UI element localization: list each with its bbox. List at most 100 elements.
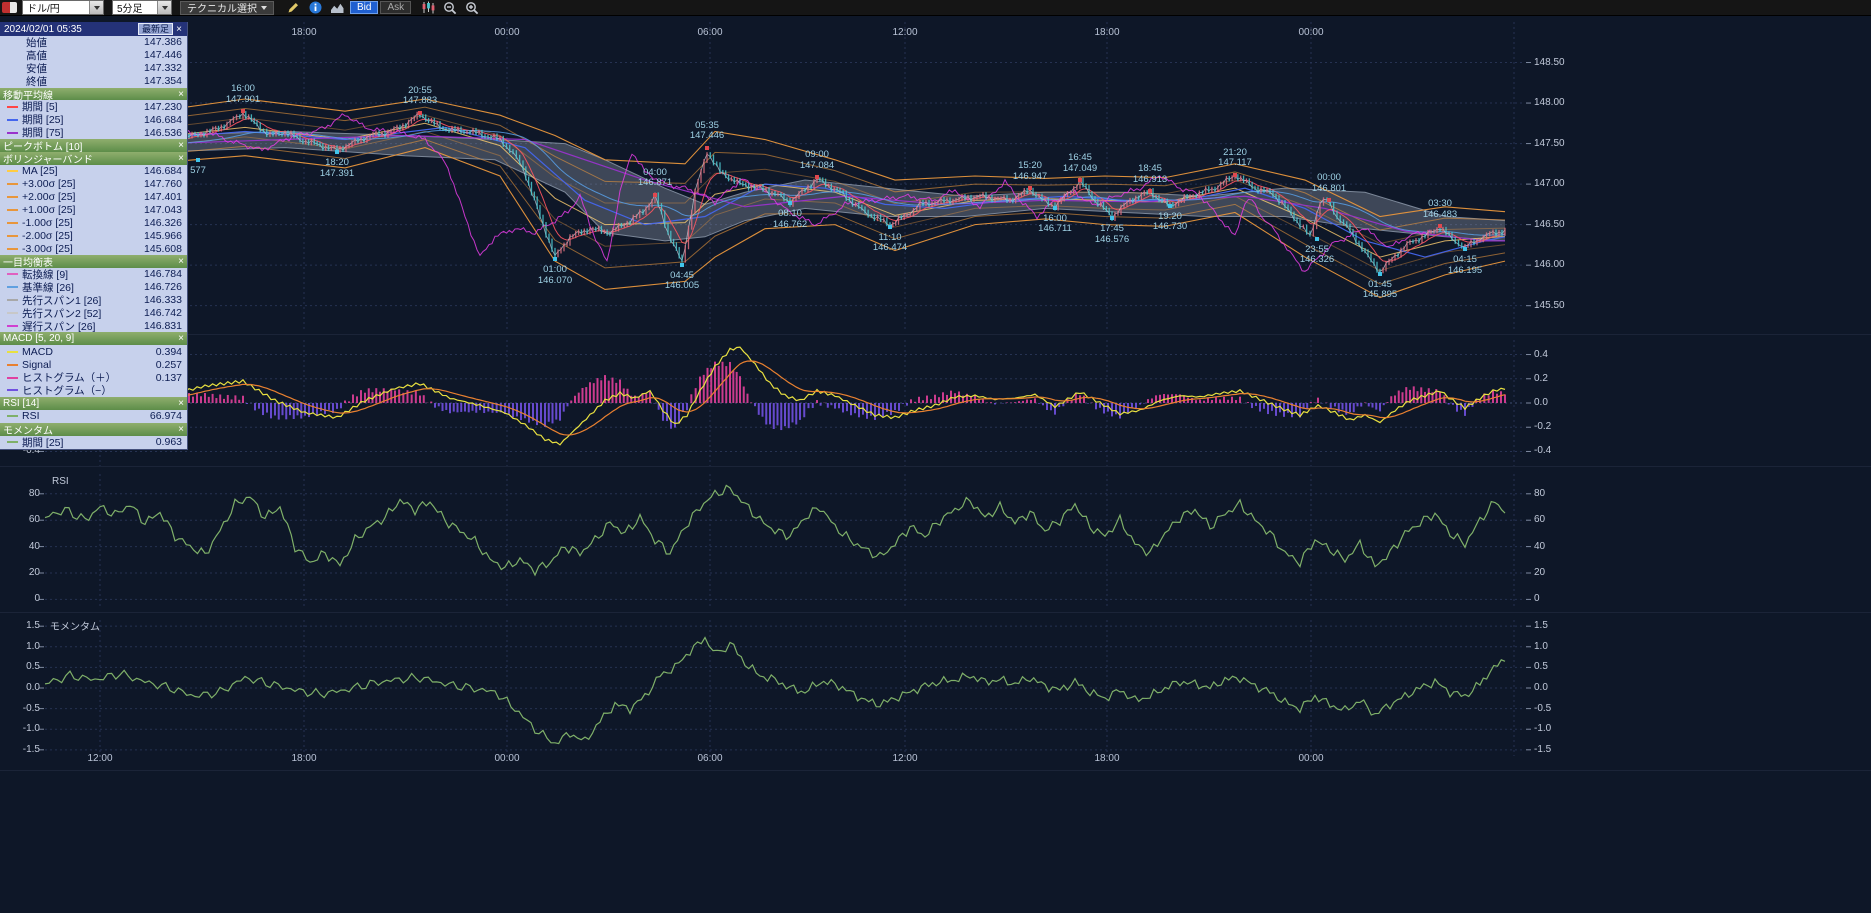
bid-button[interactable]: Bid — [350, 1, 379, 14]
peak-bottom-annotation: 08:10 146.762 — [772, 208, 808, 230]
indicator-value: 0.137 — [155, 371, 182, 384]
time-axis-label: 00:00 — [494, 753, 520, 764]
indicator-label: Signal — [22, 358, 52, 371]
close-indicator-icon[interactable]: × — [178, 152, 184, 164]
axis-label: 146.00 — [1534, 259, 1565, 271]
indicator-row: RSI 66.974 — [0, 410, 187, 423]
technical-select-button[interactable]: テクニカル選択 — [180, 0, 274, 15]
indicator-section-title: モメンタム — [3, 425, 53, 437]
peak-marker — [815, 175, 819, 180]
time-axis-label: 12:00 — [892, 27, 918, 38]
candlestick-chart-icon[interactable] — [419, 1, 437, 15]
series-color-swatch — [7, 286, 18, 289]
peak-marker — [1148, 189, 1152, 194]
time-axis-label: 18:00 — [1094, 27, 1120, 38]
close-indicator-icon[interactable]: × — [178, 333, 184, 345]
indicator-value: 145.966 — [144, 229, 182, 242]
peak-bottom-annotation: 19:20 146.730 — [1152, 210, 1188, 233]
close-icon[interactable]: × — [176, 23, 182, 35]
peak-bottom-annotation: 05:35 147.446 — [689, 119, 725, 142]
indicator-value: 146.684 — [144, 165, 182, 178]
close-indicator-icon[interactable]: × — [178, 423, 184, 435]
bottom-marker — [788, 201, 792, 206]
series-color-swatch — [7, 131, 18, 134]
peak-bottom-annotation: 18:20 147.391 — [319, 157, 355, 179]
time-axis-label: 00:00 — [1298, 753, 1324, 764]
indicator-section-header: ボリンジャーバンド × — [0, 152, 187, 166]
axis-label: 0.5 — [26, 661, 40, 673]
time-axis-label: 18:00 — [291, 753, 317, 764]
indicator-value: 146.536 — [144, 126, 182, 139]
zoom-in-icon[interactable] — [463, 1, 481, 15]
indicator-label: 期間 [75] — [22, 127, 64, 140]
indicator-section-header: MACD [5, 20, 9] × — [0, 332, 187, 346]
peak-bottom-annotation: 16:00 147.901 — [225, 83, 261, 105]
area-chart-icon[interactable] — [328, 1, 346, 15]
ohlc-value: 147.332 — [144, 62, 182, 75]
close-indicator-icon[interactable]: × — [178, 397, 184, 409]
indicator-row: ヒストグラム（−） — [0, 384, 187, 397]
axis-label: 148.50 — [1534, 56, 1565, 68]
axis-label: 145.50 — [1534, 299, 1565, 311]
close-indicator-icon[interactable]: × — [178, 88, 184, 100]
chevron-down-icon[interactable] — [89, 1, 103, 14]
panel-separator — [0, 334, 1871, 335]
axis-label: 0.0 — [1534, 397, 1548, 408]
indicator-value: 146.831 — [144, 320, 182, 333]
indicator-label: 先行スパン2 [52] — [22, 307, 102, 320]
indicator-section-title: ピークボトム [10] — [3, 142, 83, 154]
indicator-row: 先行スパン1 [26] 146.333 — [0, 294, 187, 307]
peak-bottom-annotation: 01:45 145.895 — [1362, 278, 1398, 301]
peak-marker — [1438, 224, 1442, 228]
indicator-label: +3.00σ [25] — [22, 178, 76, 191]
axis-label: 1.0 — [26, 640, 40, 652]
indicator-value: 145.608 — [144, 242, 182, 255]
indicator-section-title: RSI [14] — [3, 397, 40, 409]
indicator-label: -2.00σ [25] — [22, 229, 73, 242]
axis-label: 20 — [1534, 567, 1546, 578]
indicator-label: 先行スパン1 [26] — [22, 294, 102, 307]
series-color-swatch — [7, 183, 18, 186]
indicator-value: 147.401 — [144, 191, 182, 204]
axis-label: 0 — [1534, 593, 1540, 605]
indicator-label: 期間 [25] — [22, 436, 64, 449]
series-color-swatch — [7, 441, 18, 444]
indicator-row: 先行スパン2 [52] 146.742 — [0, 307, 187, 320]
latest-candle-button[interactable]: 最新足 — [137, 23, 173, 35]
series-color-swatch — [7, 196, 18, 199]
info-icon[interactable] — [306, 1, 324, 15]
pencil-icon[interactable] — [284, 1, 302, 15]
axis-label: -1.0 — [22, 723, 40, 735]
series-color-swatch — [7, 209, 18, 212]
timeframe-select[interactable]: 5分足 — [112, 0, 172, 15]
time-axis-label: 06:00 — [697, 753, 723, 764]
currency-pair-select[interactable]: ドル/円 — [22, 0, 104, 15]
zoom-out-icon[interactable] — [441, 1, 459, 15]
ohlc-row: 安値 147.332 — [0, 62, 187, 75]
indicator-section-header: RSI [14] × — [0, 396, 187, 410]
axis-label: 40 — [28, 540, 40, 552]
indicator-value: 146.326 — [144, 216, 182, 229]
indicator-section-header: 移動平均線 × — [0, 87, 187, 102]
series-color-swatch — [7, 350, 18, 353]
series-color-swatch — [7, 312, 18, 315]
close-indicator-icon[interactable]: × — [178, 256, 184, 268]
peak-marker — [418, 110, 422, 115]
indicator-row: 転換線 [9] 146.784 — [0, 268, 187, 281]
axis-label: 60 — [1534, 514, 1546, 526]
close-indicator-icon[interactable]: × — [178, 140, 184, 152]
technical-select-label: テクニカル選択 — [187, 4, 257, 15]
peak-bottom-annotation: 16:45 147.049 — [1062, 152, 1098, 174]
indicator-value: 0.963 — [155, 436, 182, 449]
peak-bottom-annotation: 23:55 146.326 — [1299, 243, 1335, 266]
ohlc-label: 安値 — [26, 62, 47, 75]
chevron-down-icon[interactable] — [157, 1, 171, 14]
indicator-row: 遅行スパン [26] 146.831 — [0, 320, 187, 333]
series-color-swatch — [7, 170, 18, 173]
ask-button[interactable]: Ask — [380, 1, 412, 14]
series-color-swatch — [7, 118, 18, 121]
indicator-label: +1.00σ [25] — [22, 204, 76, 217]
series-color-swatch — [7, 105, 18, 108]
indicator-row: 期間 [25] 0.963 — [0, 436, 187, 449]
